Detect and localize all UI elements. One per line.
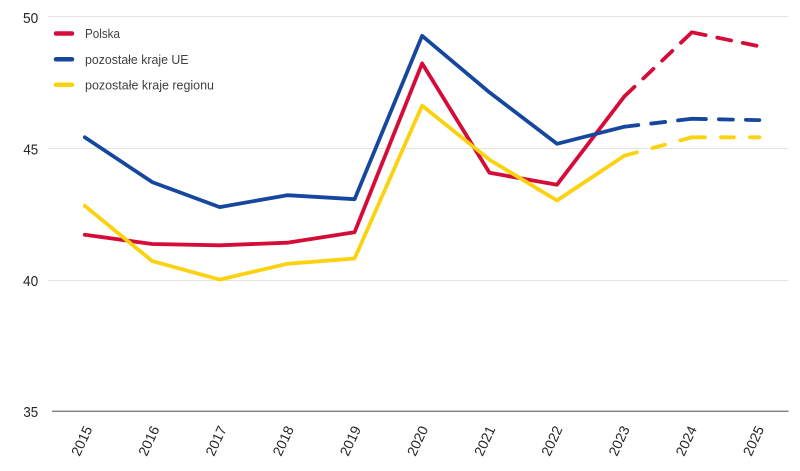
svg-text:2022: 2022 — [538, 423, 566, 458]
svg-text:pozostałe kraje regionu: pozostałe kraje regionu — [85, 77, 214, 92]
svg-text:45: 45 — [23, 141, 38, 158]
svg-text:2023: 2023 — [605, 423, 633, 458]
svg-text:2021: 2021 — [471, 423, 499, 458]
svg-text:35: 35 — [23, 404, 38, 421]
svg-text:2015: 2015 — [68, 423, 96, 458]
svg-text:Polska: Polska — [85, 26, 121, 41]
svg-text:2017: 2017 — [202, 423, 230, 458]
svg-text:40: 40 — [23, 273, 38, 290]
svg-text:50: 50 — [23, 10, 38, 27]
svg-text:2025: 2025 — [739, 423, 767, 458]
svg-text:2018: 2018 — [269, 423, 297, 458]
svg-text:2024: 2024 — [672, 423, 700, 458]
svg-text:2019: 2019 — [336, 423, 364, 458]
svg-text:2020: 2020 — [404, 423, 432, 458]
svg-text:2016: 2016 — [135, 423, 163, 458]
svg-text:pozostałe kraje UE: pozostałe kraje UE — [85, 52, 189, 67]
